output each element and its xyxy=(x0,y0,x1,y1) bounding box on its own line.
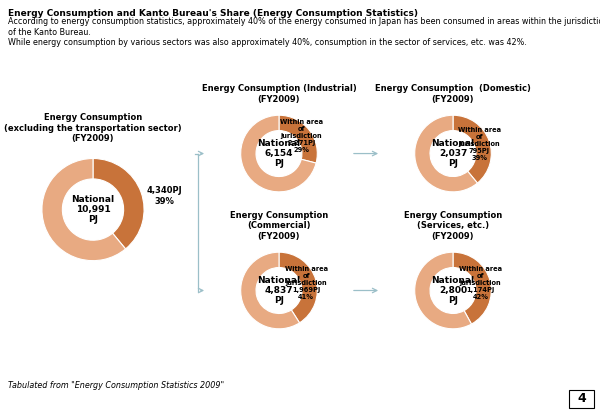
Text: 4: 4 xyxy=(577,392,586,405)
FancyBboxPatch shape xyxy=(569,390,594,408)
Text: National
2,037
PJ: National 2,037 PJ xyxy=(431,139,475,168)
Text: While energy consumption by various sectors was also approximately 40%, consumpt: While energy consumption by various sect… xyxy=(8,38,527,47)
Wedge shape xyxy=(415,115,478,192)
Text: Within area
of
jurisdiction
2,271PJ
29%: Within area of jurisdiction 2,271PJ 29% xyxy=(280,119,323,153)
Wedge shape xyxy=(415,252,472,329)
Wedge shape xyxy=(93,159,144,249)
Wedge shape xyxy=(241,115,316,192)
Wedge shape xyxy=(453,115,491,183)
Text: National
10,991
PJ: National 10,991 PJ xyxy=(71,195,115,225)
Text: Within area
of
jurisdiction
1,969PJ
41%: Within area of jurisdiction 1,969PJ 41% xyxy=(284,266,328,300)
Text: According to energy consumption statistics, approximately 40% of the energy cons: According to energy consumption statisti… xyxy=(8,17,600,27)
Text: Energy Consumption  (Domestic)
(FY2009): Energy Consumption (Domestic) (FY2009) xyxy=(375,84,531,104)
Text: of the Kanto Bureau.: of the Kanto Bureau. xyxy=(8,28,91,37)
Text: Energy Consumption (Industrial)
(FY2009): Energy Consumption (Industrial) (FY2009) xyxy=(202,84,356,104)
Wedge shape xyxy=(42,159,125,261)
Text: Energy Consumption
(Services, etc.)
(FY2009): Energy Consumption (Services, etc.) (FY2… xyxy=(404,211,502,241)
Text: National
2,800
PJ: National 2,800 PJ xyxy=(431,276,475,305)
Text: 4: 4 xyxy=(577,392,585,405)
Text: Energy Consumption
(excluding the transportation sector)
(FY2009): Energy Consumption (excluding the transp… xyxy=(4,113,182,143)
Text: National
4,837
PJ: National 4,837 PJ xyxy=(257,276,301,305)
Text: Energy Consumption
(Commercial)
(FY2009): Energy Consumption (Commercial) (FY2009) xyxy=(230,211,328,241)
Text: 4,340PJ
39%: 4,340PJ 39% xyxy=(146,186,182,206)
Text: Within area
of
jurisdiction
1,174PJ
42%: Within area of jurisdiction 1,174PJ 42% xyxy=(459,266,502,300)
Wedge shape xyxy=(453,252,491,324)
Text: National
6,154
PJ: National 6,154 PJ xyxy=(257,139,301,168)
Text: Within area
of
jurisdiction
795PJ
39%: Within area of jurisdiction 795PJ 39% xyxy=(458,127,501,161)
Wedge shape xyxy=(279,115,317,163)
Text: Tabulated from "Energy Consumption Statistics 2009": Tabulated from "Energy Consumption Stati… xyxy=(8,381,224,390)
Wedge shape xyxy=(279,252,317,323)
Wedge shape xyxy=(241,252,299,329)
Text: Energy Consumption and Kanto Bureau's Share (Energy Consumption Statistics): Energy Consumption and Kanto Bureau's Sh… xyxy=(8,9,418,18)
